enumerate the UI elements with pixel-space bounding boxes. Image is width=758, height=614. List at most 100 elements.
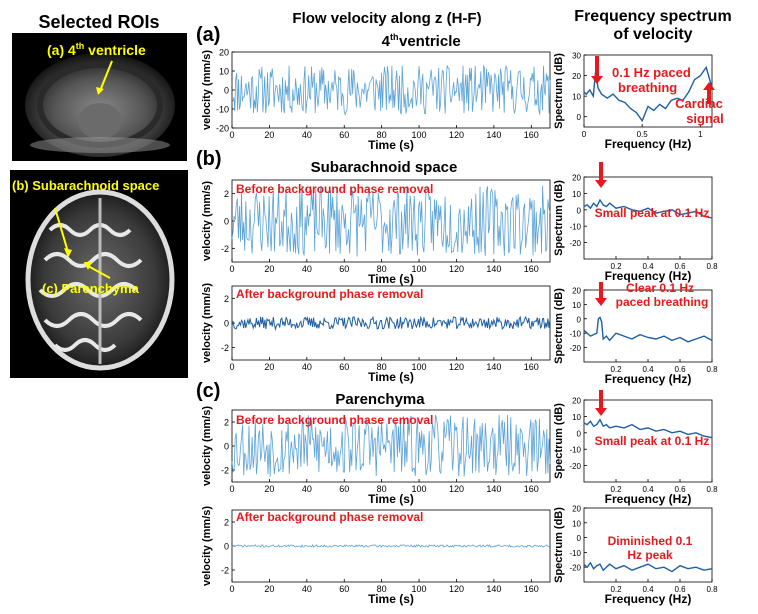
ts_b1-ytick-label-0: -2 — [221, 244, 229, 254]
spectrum-header-line2: of velocity — [613, 26, 693, 43]
ts_c2-ytick-label-2: 2 — [224, 518, 229, 528]
sp_b1-ytick-label-2: 0 — [577, 206, 582, 215]
sp_c1-xtick-label-1: 0.4 — [642, 485, 654, 494]
ts_c1-xtick-label-7: 140 — [486, 484, 501, 494]
sp_a-xtick-label-0: 0 — [582, 130, 587, 139]
sp_c1-ylabel: Spectrum (dB) — [553, 403, 565, 479]
ts_c1-xlabel: Time (s) — [368, 492, 414, 506]
sp_c1-series-line — [583, 418, 713, 439]
ts_c2-xtick-label-1: 20 — [264, 584, 274, 594]
sp_b2-xtick-label-0: 0.2 — [610, 365, 622, 374]
sp_a-xtick-label-1: 0.5 — [637, 130, 649, 139]
sp_c2-ytick-label-0: -20 — [569, 564, 581, 573]
sp_c2-xtick-label-2: 0.6 — [674, 585, 686, 594]
roi-label-4th-ventricle: (a) 4th ventricle — [47, 41, 146, 58]
roi-label-parenchyma: (c) Parenchyma — [42, 281, 140, 296]
sp_c1-peak-arrow-head — [595, 408, 607, 416]
ts_c1-xtick-label-4: 80 — [377, 484, 387, 494]
panel-letter-a: (a) — [196, 24, 221, 46]
ts_c1-ytick-label-1: 0 — [224, 442, 229, 452]
ts_c2-series-line — [231, 543, 551, 548]
sp_b2-ytick-label-0: -20 — [569, 344, 581, 353]
ts_a-xlabel: Time (s) — [368, 138, 414, 152]
sp_b2-annotation-1: paced breathing — [616, 295, 709, 309]
sp_b1-annotation-0: Small peak at 0.1 Hz — [595, 206, 710, 220]
sp_b1-xtick-label-1: 0.4 — [642, 262, 654, 271]
mri-4th-ventricle-drawing: (a) 4th ventricle — [25, 41, 175, 157]
panel-letter-c: (c) — [196, 380, 221, 402]
ts_c1-xtick-label-1: 20 — [264, 484, 274, 494]
sp_a-xtick-label-2: 1 — [698, 130, 703, 139]
sp_b2-ytick-label-3: 10 — [572, 301, 581, 310]
ts_b1-ytick-label-2: 2 — [224, 189, 229, 199]
sp_b2-series-line — [583, 316, 713, 343]
sp_b2-annotation-0: Clear 0.1 Hz — [626, 281, 694, 295]
ts_a-title-sup: th — [390, 32, 399, 42]
ts_c2-xtick-label-6: 120 — [449, 584, 464, 594]
ts_a-ytick-label-2: 0 — [224, 86, 229, 96]
sp_b2-ylabel: Spectrum (dB) — [553, 288, 565, 364]
mri-4th-ventricle-image: (a) 4th ventricle — [12, 33, 187, 161]
ts_a-xtick-label-6: 120 — [449, 130, 464, 140]
sp_b1-ytick-label-4: 20 — [572, 174, 581, 183]
ts_b1-ylabel: velocity (mm/s) — [201, 181, 213, 261]
sp_c2-annotation-1: Hz peak — [627, 548, 673, 562]
sp_b1-xtick-label-2: 0.6 — [674, 262, 686, 271]
ts_a-xtick-label-7: 140 — [486, 130, 501, 140]
sp_c1-xtick-label-3: 0.8 — [706, 485, 718, 494]
sp_b1-ytick-label-1: -10 — [569, 223, 581, 232]
ts_c1-series-line — [231, 414, 551, 477]
roi-arrow-4th-ventricle — [99, 60, 113, 92]
sp_a-ytick-label-1: 10 — [572, 93, 581, 102]
sp_a-annotation-0: 0.1 Hz paced — [612, 65, 691, 80]
roi-arrow-subarachnoid — [54, 207, 69, 253]
sp_c2-annotation-0: Diminished 0.1 — [608, 534, 693, 548]
sp_c1-annotation-0: Small peak at 0.1 Hz — [595, 434, 710, 448]
ts_c1-title: Parenchyma — [335, 391, 425, 408]
ts_b2-ytick-label-1: 0 — [224, 319, 229, 329]
roi-arrow-parenchyma — [87, 265, 111, 279]
ts_c1-ytick-label-2: 2 — [224, 418, 229, 428]
ts_c2-annotation-0: After background phase removal — [236, 510, 423, 524]
sp_b2-xlabel: Frequency (Hz) — [605, 372, 692, 386]
sp_a-cardiac-arrow-head — [703, 82, 715, 90]
sp_b1-series-line — [583, 198, 713, 219]
spectrum-header-line1: Frequency spectrum — [574, 8, 732, 25]
rois-header: Selected ROIs — [38, 12, 160, 32]
sp_c2-xtick-label-3: 0.8 — [706, 585, 718, 594]
sp_a-ytick-label-0: 0 — [577, 113, 582, 122]
sp_a-breathing-arrow-head — [591, 76, 603, 84]
ts_b2-xtick-label-3: 60 — [339, 362, 349, 372]
sp_b2-xtick-label-1: 0.4 — [642, 365, 654, 374]
ts_a-xtick-label-3: 60 — [339, 130, 349, 140]
sp_a-xlabel: Frequency (Hz) — [605, 137, 692, 151]
sp_c1-ytick-label-1: -10 — [569, 446, 581, 455]
ts_c2-ytick-label-1: 0 — [224, 542, 229, 552]
mri-axial-brain-image: (b) Subarachnoid space (c) Parenchyma — [10, 170, 188, 378]
sp_c2-xtick-label-0: 0.2 — [610, 585, 622, 594]
ts_b2-annotation-0: After background phase removal — [236, 287, 423, 301]
ts_c2-ylabel: velocity (mm/s) — [201, 506, 213, 586]
sp_a-annotation-1: breathing — [618, 80, 677, 95]
ts_b2-ytick-label-2: 2 — [224, 294, 229, 304]
ts_b1-xtick-label-3: 60 — [339, 264, 349, 274]
roi-label-subarachnoid: (b) Subarachnoid space — [12, 178, 159, 193]
ts_b2-xtick-label-5: 100 — [412, 362, 427, 372]
sp_b1-xtick-label-3: 0.8 — [706, 262, 718, 271]
ts_c2-xtick-label-0: 0 — [229, 584, 234, 594]
ts_c2-xtick-label-2: 40 — [302, 584, 312, 594]
ts_c2-xtick-label-7: 140 — [486, 584, 501, 594]
ts_a-ytick-label-0: -20 — [216, 124, 229, 134]
ts_b1-xtick-label-7: 140 — [486, 264, 501, 274]
roi-arrowhead-subarachnoid — [64, 248, 72, 258]
ts_c1-xtick-label-6: 120 — [449, 484, 464, 494]
ts_b2-xtick-label-2: 40 — [302, 362, 312, 372]
ts_b2-series-line — [231, 315, 551, 331]
ts_b1-xtick-label-4: 80 — [377, 264, 387, 274]
ts_b1-series-line — [231, 185, 551, 257]
ts_b2-xtick-label-7: 140 — [486, 362, 501, 372]
ts_a-title-text: ventricle — [399, 33, 461, 50]
ts_c1-annotation-0: Before background phase removal — [236, 413, 433, 427]
ts_c2-ytick-label-0: -2 — [221, 566, 229, 576]
